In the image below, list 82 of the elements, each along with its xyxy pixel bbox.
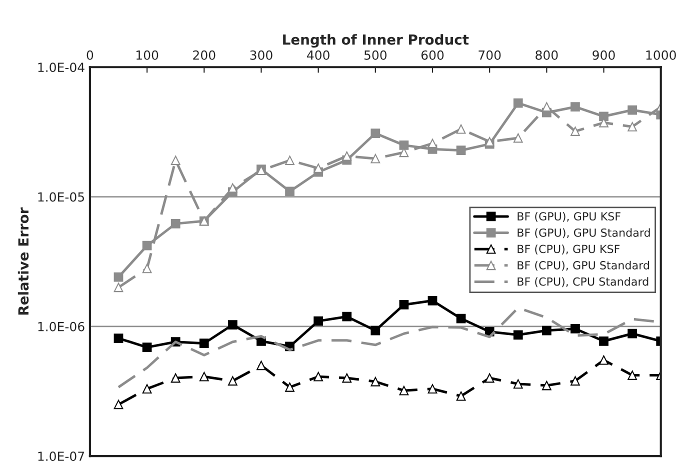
point xyxy=(170,219,180,228)
point xyxy=(570,324,580,334)
y-tick-label: 1.0E-07 xyxy=(38,452,84,461)
point xyxy=(428,296,438,306)
x-tick-label: 700 xyxy=(478,50,501,60)
x-tick-label: 100 xyxy=(136,50,158,60)
point xyxy=(114,334,124,343)
point xyxy=(314,164,324,173)
point xyxy=(285,156,294,166)
point xyxy=(314,372,324,382)
point xyxy=(628,328,637,338)
point xyxy=(484,137,494,146)
point xyxy=(628,370,637,380)
legend-label: BF (CPU), CPU Standard xyxy=(518,277,648,288)
point xyxy=(542,380,552,390)
point xyxy=(370,326,380,336)
point xyxy=(342,312,352,322)
legend-label: BF (CPU), GPU KSF xyxy=(518,244,620,254)
point xyxy=(456,146,466,156)
x-axis-title: Length of Inner Product xyxy=(283,34,469,48)
point xyxy=(228,320,238,330)
point xyxy=(599,336,608,346)
point xyxy=(142,240,152,250)
point xyxy=(513,98,523,108)
point xyxy=(628,105,637,115)
point xyxy=(370,376,380,386)
point xyxy=(399,300,409,310)
point xyxy=(285,382,294,392)
point xyxy=(342,373,352,383)
point xyxy=(456,314,466,324)
point xyxy=(513,133,523,143)
y-tick-label: 1.0E-06 xyxy=(38,322,84,332)
point xyxy=(142,342,152,352)
x-tick-label: 900 xyxy=(592,50,615,60)
point xyxy=(428,138,438,148)
point xyxy=(456,391,466,401)
x-tick-label: 800 xyxy=(536,50,558,60)
point xyxy=(170,156,180,166)
legend-label: BF (CPU), GPU Standard xyxy=(518,260,650,271)
point xyxy=(114,272,124,282)
x-tick-label: 600 xyxy=(421,50,444,60)
point xyxy=(285,186,294,196)
point xyxy=(570,102,580,112)
point xyxy=(142,384,152,394)
point xyxy=(114,400,124,410)
y-axis-title: Relative Error xyxy=(18,207,29,315)
x-tick-label: 400 xyxy=(307,50,330,60)
point xyxy=(542,102,552,112)
point xyxy=(370,154,380,164)
legend-label: BF (GPU), GPU Standard xyxy=(518,228,650,238)
y-tick-label: 1.0E-04 xyxy=(38,62,84,72)
x-tick-label: 1000 xyxy=(646,50,676,60)
point xyxy=(170,373,180,383)
point xyxy=(342,151,352,161)
point xyxy=(570,376,580,386)
point xyxy=(199,338,209,348)
point xyxy=(370,128,380,138)
x-tick-label: 500 xyxy=(364,50,387,60)
point xyxy=(542,326,552,336)
legend-label: BF (GPU), GPU KSF xyxy=(518,212,620,222)
point xyxy=(256,360,266,370)
point xyxy=(314,316,324,326)
x-tick-label: 200 xyxy=(193,50,216,60)
point xyxy=(484,373,494,383)
point xyxy=(599,355,608,365)
point xyxy=(513,379,523,389)
point xyxy=(228,183,238,193)
point xyxy=(228,376,238,386)
point xyxy=(513,330,523,340)
point xyxy=(428,384,438,394)
x-tick-label: 300 xyxy=(250,50,272,60)
point xyxy=(599,112,608,122)
point xyxy=(399,386,409,396)
point xyxy=(570,126,580,136)
point xyxy=(199,372,209,382)
x-tick-label: 0 xyxy=(86,50,94,60)
point xyxy=(114,282,124,292)
y-tick-label: 1.0E-05 xyxy=(38,192,84,202)
point xyxy=(399,140,409,150)
point xyxy=(456,124,466,134)
point xyxy=(628,122,637,132)
point xyxy=(142,264,152,274)
